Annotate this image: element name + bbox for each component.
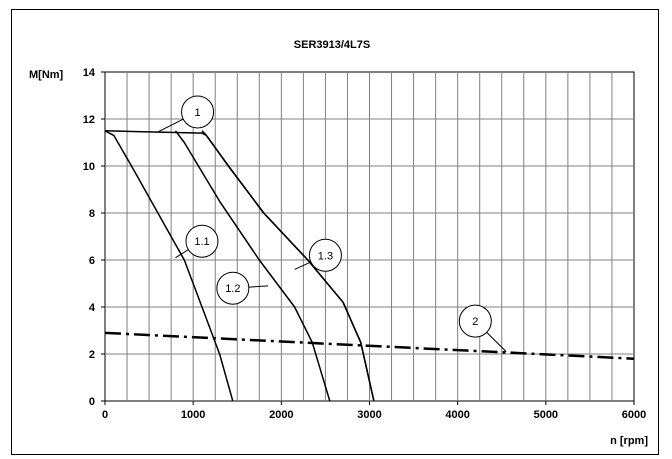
series-lines — [104, 130, 635, 402]
series-line-1-3 — [201, 130, 375, 402]
callout-label: 1.1 — [194, 236, 209, 248]
y-tick-label: 14 — [83, 67, 96, 79]
callout-circle — [185, 224, 219, 258]
x-tick-label: 6000 — [622, 409, 646, 421]
callout-label: 1.2 — [225, 283, 240, 295]
y-axis-label: M[Nm] — [29, 69, 64, 81]
y-tick-label: 10 — [83, 161, 95, 173]
callouts: 1 1.1 1.2 1.3 2 — [157, 95, 507, 353]
x-tick-label: 4000 — [445, 409, 469, 421]
series-line-1-1 — [104, 130, 234, 402]
y-tick-label: 0 — [89, 396, 95, 408]
y-tick-label: 6 — [89, 255, 95, 267]
chart-title: SER3913/4L7S — [294, 39, 370, 51]
x-axis-label: n [rpm] — [610, 435, 648, 447]
callout-circle — [216, 271, 250, 305]
callout-label: 1.3 — [318, 250, 333, 262]
grid-lines — [105, 72, 634, 401]
y-tick-label: 2 — [89, 349, 95, 361]
y-tick-label: 12 — [83, 114, 95, 126]
x-tick-label: 0 — [102, 409, 108, 421]
callout-label: 1 — [195, 107, 201, 119]
callout-circle — [181, 95, 215, 129]
y-tick-label: 8 — [89, 208, 95, 220]
x-tick-label: 5000 — [534, 409, 558, 421]
callout-circle — [458, 304, 492, 338]
chart-frame: 0 1000 2000 3000 4000 5000 6000 0 2 4 6 8 10 12 14 1 1.… — [11, 9, 659, 455]
series-line-2 — [104, 331, 635, 360]
callout-circle — [308, 238, 342, 272]
torque-speed-chart: 0 1000 2000 3000 4000 5000 6000 0 2 4 6 8 10 12 14 1 1.… — [29, 39, 648, 447]
x-tick-label: 3000 — [357, 409, 381, 421]
callout-label: 2 — [472, 316, 478, 328]
x-tick-label: 1000 — [181, 409, 205, 421]
x-tick-label: 2000 — [269, 409, 293, 421]
y-tick-label: 4 — [89, 302, 96, 314]
